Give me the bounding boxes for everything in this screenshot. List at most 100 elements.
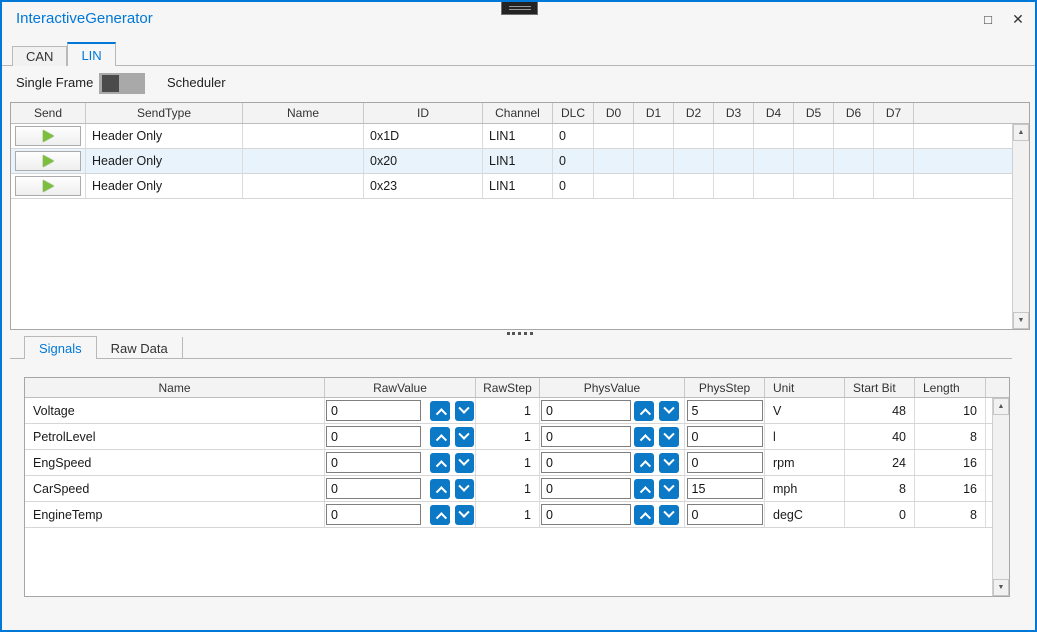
send-button[interactable] [15, 126, 81, 146]
col-header-length[interactable]: Length [915, 378, 986, 397]
single-frame-label: Single Frame [16, 75, 94, 90]
splitter-grip[interactable] [507, 332, 533, 336]
rawvalue-increment-button[interactable] [430, 478, 450, 499]
rawvalue-input[interactable] [326, 426, 421, 447]
cell-signal-name: Voltage [25, 398, 325, 423]
scroll-up-icon[interactable]: ▲ [993, 398, 1009, 415]
frame-row[interactable]: Header Only 0x20 LIN1 0 [11, 149, 1029, 174]
col-header-d6[interactable]: D6 [834, 103, 874, 123]
signal-row[interactable]: Voltage 1 V 48 10 [25, 398, 1009, 424]
rawvalue-input[interactable] [326, 478, 421, 499]
col-header-startbit[interactable]: Start Bit [845, 378, 915, 397]
chevron-down-icon [663, 428, 675, 440]
rawvalue-input[interactable] [326, 504, 421, 525]
col-header-send[interactable]: Send [11, 103, 86, 123]
rawvalue-increment-button[interactable] [430, 426, 450, 447]
chevron-up-icon [435, 407, 447, 419]
col-header-physvalue[interactable]: PhysValue [540, 378, 685, 397]
col-header-dlc[interactable]: DLC [553, 103, 594, 123]
physvalue-decrement-button[interactable] [659, 426, 679, 447]
tabstrip-border [2, 65, 1035, 66]
dock-grip-handle[interactable] [501, 2, 538, 15]
send-button[interactable] [15, 151, 81, 171]
cell-signal-name: EngSpeed [25, 450, 325, 475]
physvalue-decrement-button[interactable] [659, 452, 679, 473]
physstep-input[interactable] [686, 504, 763, 525]
physvalue-decrement-button[interactable] [659, 504, 679, 525]
single-frame-scheduler-toggle[interactable] [99, 73, 145, 94]
cell-d1 [634, 124, 674, 148]
col-header-signal-name[interactable]: Name [25, 378, 325, 397]
rawvalue-input[interactable] [326, 452, 421, 473]
close-button[interactable]: ✕ [1012, 10, 1024, 27]
tab-raw-data[interactable]: Raw Data [97, 337, 183, 359]
scroll-up-icon[interactable]: ▲ [1013, 124, 1029, 141]
chevron-down-icon [458, 454, 470, 466]
col-header-d2[interactable]: D2 [674, 103, 714, 123]
tab-can[interactable]: CAN [12, 46, 68, 66]
chevron-down-icon [458, 428, 470, 440]
cell-d6 [834, 149, 874, 173]
rawvalue-increment-button[interactable] [430, 452, 450, 473]
tab-signals[interactable]: Signals [24, 336, 97, 359]
rawvalue-decrement-button[interactable] [454, 426, 474, 447]
col-header-d3[interactable]: D3 [714, 103, 754, 123]
physvalue-input[interactable] [541, 452, 631, 473]
signal-row[interactable]: EngSpeed 1 rpm 24 16 [25, 450, 1009, 476]
rawvalue-increment-button[interactable] [430, 400, 450, 421]
col-header-d7[interactable]: D7 [874, 103, 914, 123]
physstep-input[interactable] [686, 400, 763, 421]
physstep-input[interactable] [686, 426, 763, 447]
rawvalue-decrement-button[interactable] [454, 400, 474, 421]
frame-row[interactable]: Header Only 0x23 LIN1 0 [11, 174, 1029, 199]
physvalue-increment-button[interactable] [634, 400, 654, 421]
cell-startbit: 40 [845, 424, 915, 449]
physvalue-increment-button[interactable] [634, 504, 654, 525]
frame-row[interactable]: Header Only 0x1D LIN1 0 [11, 124, 1029, 149]
col-header-d4[interactable]: D4 [754, 103, 794, 123]
physstep-input[interactable] [686, 478, 763, 499]
physvalue-input[interactable] [541, 426, 631, 447]
cell-d0 [594, 174, 634, 198]
cell-d0 [594, 149, 634, 173]
physvalue-increment-button[interactable] [634, 426, 654, 447]
col-header-channel[interactable]: Channel [483, 103, 553, 123]
col-header-unit[interactable]: Unit [765, 378, 845, 397]
signal-row[interactable]: PetrolLevel 1 l 40 8 [25, 424, 1009, 450]
rawvalue-decrement-button[interactable] [454, 478, 474, 499]
cell-d7 [874, 149, 914, 173]
col-header-d5[interactable]: D5 [794, 103, 834, 123]
signal-row[interactable]: EngineTemp 1 degC 0 8 [25, 502, 1009, 528]
rawvalue-increment-button[interactable] [430, 504, 450, 525]
col-header-id[interactable]: ID [364, 103, 483, 123]
scroll-down-icon[interactable]: ▼ [993, 579, 1009, 596]
physstep-input[interactable] [686, 452, 763, 473]
physvalue-input[interactable] [541, 400, 631, 421]
rawvalue-decrement-button[interactable] [454, 504, 474, 525]
col-header-rawvalue[interactable]: RawValue [325, 378, 476, 397]
physvalue-decrement-button[interactable] [659, 400, 679, 421]
col-header-physstep[interactable]: PhysStep [685, 378, 765, 397]
rawvalue-decrement-button[interactable] [454, 452, 474, 473]
col-header-rawstep[interactable]: RawStep [476, 378, 540, 397]
cell-startbit: 8 [845, 476, 915, 501]
rawvalue-input[interactable] [326, 400, 421, 421]
physvalue-increment-button[interactable] [634, 452, 654, 473]
col-header-d0[interactable]: D0 [594, 103, 634, 123]
physvalue-input[interactable] [541, 478, 631, 499]
cell-unit: V [765, 398, 845, 423]
physvalue-increment-button[interactable] [634, 478, 654, 499]
signal-row[interactable]: CarSpeed 1 mph 8 16 [25, 476, 1009, 502]
col-header-d1[interactable]: D1 [634, 103, 674, 123]
maximize-button[interactable]: □ [984, 11, 992, 27]
tab-lin[interactable]: LIN [67, 42, 116, 66]
col-header-sendtype[interactable]: SendType [86, 103, 243, 123]
physvalue-input[interactable] [541, 504, 631, 525]
frames-scrollbar[interactable]: ▲ ▼ [1012, 124, 1029, 329]
send-button[interactable] [15, 176, 81, 196]
signals-scrollbar[interactable]: ▲ ▼ [992, 398, 1009, 596]
col-header-name[interactable]: Name [243, 103, 364, 123]
physvalue-decrement-button[interactable] [659, 478, 679, 499]
scroll-down-icon[interactable]: ▼ [1013, 312, 1029, 329]
cell-d5 [794, 149, 834, 173]
